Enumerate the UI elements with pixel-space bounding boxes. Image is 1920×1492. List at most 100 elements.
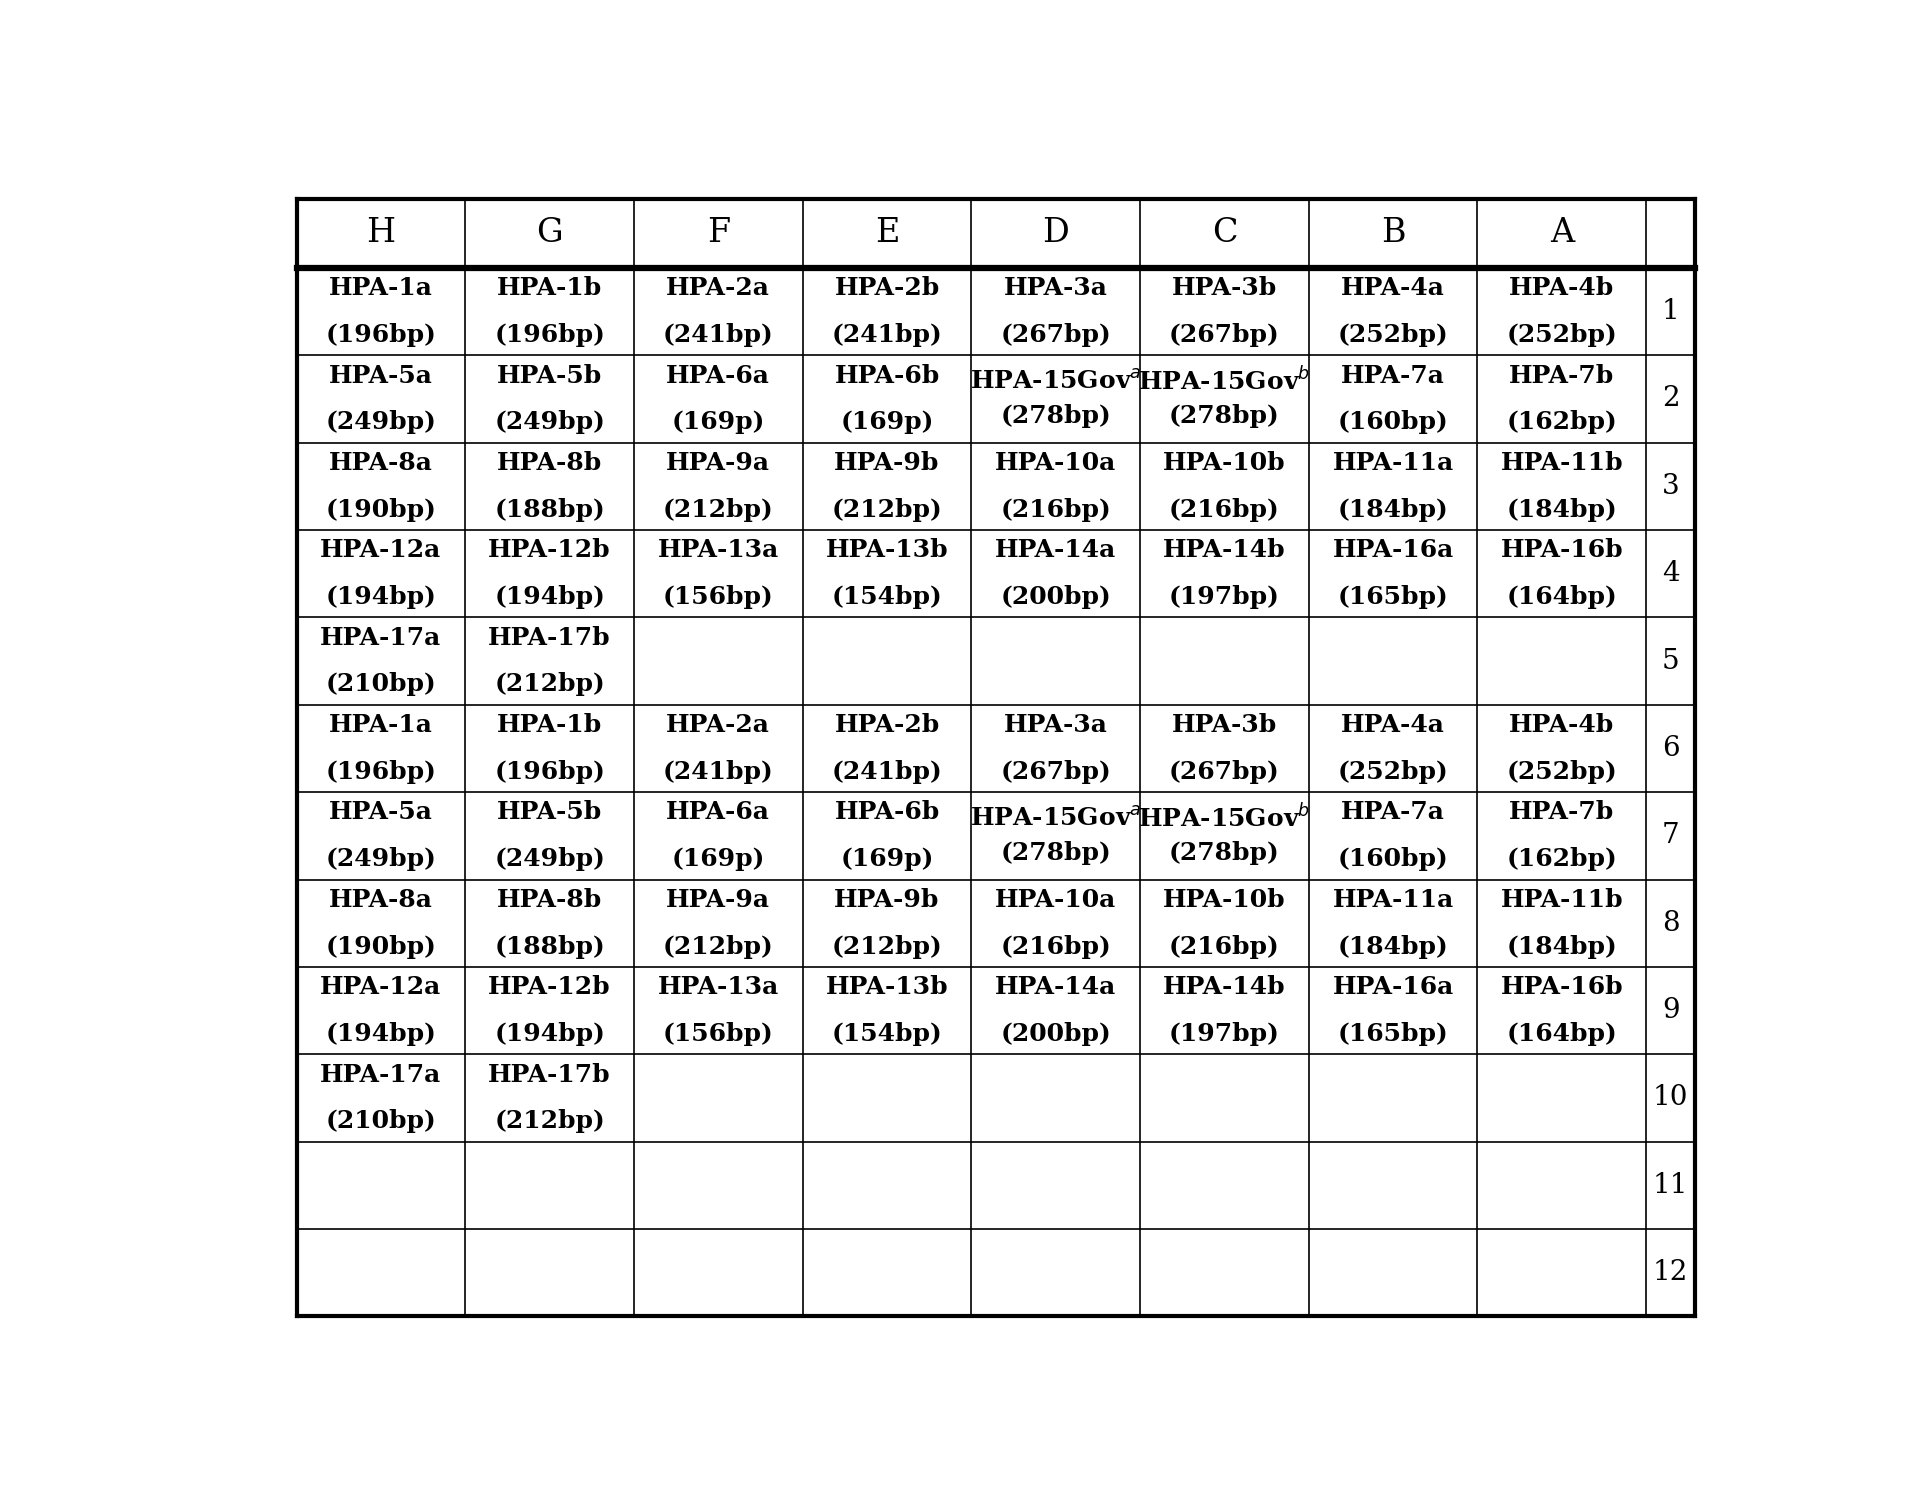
Text: HPA-12a
(194bp): HPA-12a (194bp) — [321, 539, 442, 609]
Text: HPA-9b
(212bp): HPA-9b (212bp) — [831, 888, 943, 958]
Text: HPA-15Gov$^{a}$: HPA-15Gov$^{a}$ — [970, 806, 1140, 831]
Text: HPA-5b
(249bp): HPA-5b (249bp) — [493, 364, 605, 434]
Text: HPA-6b
(169p): HPA-6b (169p) — [835, 364, 939, 434]
Text: HPA-5a
(249bp): HPA-5a (249bp) — [326, 364, 436, 434]
Text: HPA-2b
(241bp): HPA-2b (241bp) — [831, 276, 943, 348]
Text: F: F — [707, 218, 730, 249]
Text: HPA-13a
(156bp): HPA-13a (156bp) — [659, 976, 780, 1046]
Text: HPA-13b
(154bp): HPA-13b (154bp) — [826, 539, 948, 609]
Text: HPA-5a
(249bp): HPA-5a (249bp) — [326, 800, 436, 871]
Bar — [296, 618, 1695, 704]
Text: HPA-3a
(267bp): HPA-3a (267bp) — [1000, 276, 1112, 348]
Text: HPA-16a
(165bp): HPA-16a (165bp) — [1332, 539, 1453, 609]
Text: HPA-1b
(196bp): HPA-1b (196bp) — [493, 276, 605, 348]
Text: HPA-11b
(184bp): HPA-11b (184bp) — [1501, 888, 1622, 958]
Text: (278bp): (278bp) — [1000, 404, 1112, 428]
Text: B: B — [1380, 218, 1405, 249]
Text: HPA-5b
(249bp): HPA-5b (249bp) — [493, 800, 605, 871]
Text: HPA-3b
(267bp): HPA-3b (267bp) — [1169, 713, 1281, 783]
Text: HPA-2a
(241bp): HPA-2a (241bp) — [662, 713, 774, 783]
Text: HPA-14a
(200bp): HPA-14a (200bp) — [995, 539, 1116, 609]
Text: HPA-1b
(196bp): HPA-1b (196bp) — [493, 713, 605, 783]
Text: HPA-1a
(196bp): HPA-1a (196bp) — [326, 713, 436, 783]
Text: HPA-9a
(212bp): HPA-9a (212bp) — [662, 888, 774, 958]
Text: HPA-13b
(154bp): HPA-13b (154bp) — [826, 976, 948, 1046]
Bar — [296, 443, 1695, 530]
Text: HPA-6b
(169p): HPA-6b (169p) — [835, 800, 939, 871]
Text: HPA-7b
(162bp): HPA-7b (162bp) — [1507, 800, 1617, 871]
Text: 4: 4 — [1663, 560, 1680, 588]
Text: HPA-16b
(164bp): HPA-16b (164bp) — [1501, 976, 1622, 1046]
Text: 11: 11 — [1653, 1171, 1688, 1200]
Text: HPA-2b
(241bp): HPA-2b (241bp) — [831, 713, 943, 783]
Text: 5: 5 — [1663, 648, 1680, 674]
Text: HPA-14a
(200bp): HPA-14a (200bp) — [995, 976, 1116, 1046]
Text: HPA-4b
(252bp): HPA-4b (252bp) — [1507, 713, 1617, 783]
Text: HPA-12a
(194bp): HPA-12a (194bp) — [321, 976, 442, 1046]
Bar — [296, 1229, 1695, 1316]
Text: HPA-1a
(196bp): HPA-1a (196bp) — [326, 276, 436, 348]
Text: 10: 10 — [1653, 1085, 1688, 1112]
Text: HPA-3b
(267bp): HPA-3b (267bp) — [1169, 276, 1281, 348]
Text: HPA-2a
(241bp): HPA-2a (241bp) — [662, 276, 774, 348]
Bar — [296, 879, 1695, 967]
Text: 2: 2 — [1663, 385, 1680, 412]
Bar — [296, 704, 1695, 792]
Text: (278bp): (278bp) — [1169, 404, 1281, 428]
Text: HPA-8b
(188bp): HPA-8b (188bp) — [493, 451, 605, 522]
Text: 8: 8 — [1663, 910, 1680, 937]
Text: HPA-7a
(160bp): HPA-7a (160bp) — [1338, 364, 1448, 434]
Text: HPA-17a
(210bp): HPA-17a (210bp) — [321, 625, 442, 697]
Text: HPA-16a
(165bp): HPA-16a (165bp) — [1332, 976, 1453, 1046]
Text: HPA-14b
(197bp): HPA-14b (197bp) — [1164, 539, 1286, 609]
Text: HPA-9a
(212bp): HPA-9a (212bp) — [662, 451, 774, 522]
Bar — [296, 967, 1695, 1055]
Text: HPA-10a
(216bp): HPA-10a (216bp) — [995, 451, 1116, 522]
Text: HPA-12b
(194bp): HPA-12b (194bp) — [488, 976, 611, 1046]
Text: HPA-6a
(169p): HPA-6a (169p) — [666, 800, 770, 871]
Text: 7: 7 — [1663, 822, 1680, 849]
Text: HPA-17b
(212bp): HPA-17b (212bp) — [488, 1062, 611, 1134]
Bar — [296, 269, 1695, 355]
Text: HPA-17a
(210bp): HPA-17a (210bp) — [321, 1062, 442, 1134]
Text: HPA-3a
(267bp): HPA-3a (267bp) — [1000, 713, 1112, 783]
Bar — [296, 1141, 1695, 1229]
Text: 1: 1 — [1663, 298, 1680, 325]
Text: HPA-10b
(216bp): HPA-10b (216bp) — [1164, 888, 1286, 958]
Text: (278bp): (278bp) — [1000, 841, 1112, 865]
Text: HPA-8a
(190bp): HPA-8a (190bp) — [326, 451, 436, 522]
Bar — [296, 792, 1695, 879]
Text: HPA-16b
(164bp): HPA-16b (164bp) — [1501, 539, 1622, 609]
Text: HPA-9b
(212bp): HPA-9b (212bp) — [831, 451, 943, 522]
Text: HPA-4b
(252bp): HPA-4b (252bp) — [1507, 276, 1617, 348]
Text: HPA-7a
(160bp): HPA-7a (160bp) — [1338, 800, 1448, 871]
Text: HPA-8a
(190bp): HPA-8a (190bp) — [326, 888, 436, 958]
Text: HPA-4a
(252bp): HPA-4a (252bp) — [1338, 276, 1448, 348]
Text: A: A — [1549, 218, 1574, 249]
Text: HPA-4a
(252bp): HPA-4a (252bp) — [1338, 713, 1448, 783]
Text: HPA-11b
(184bp): HPA-11b (184bp) — [1501, 451, 1622, 522]
Text: HPA-10a
(216bp): HPA-10a (216bp) — [995, 888, 1116, 958]
Text: HPA-14b
(197bp): HPA-14b (197bp) — [1164, 976, 1286, 1046]
Text: (278bp): (278bp) — [1169, 841, 1281, 865]
Text: HPA-7b
(162bp): HPA-7b (162bp) — [1507, 364, 1617, 434]
Text: HPA-17b
(212bp): HPA-17b (212bp) — [488, 625, 611, 697]
Text: HPA-11a
(184bp): HPA-11a (184bp) — [1332, 451, 1453, 522]
Text: E: E — [876, 218, 899, 249]
Text: HPA-10b
(216bp): HPA-10b (216bp) — [1164, 451, 1286, 522]
Text: HPA-15Gov$^{b}$: HPA-15Gov$^{b}$ — [1139, 804, 1311, 833]
Text: 3: 3 — [1663, 473, 1680, 500]
Text: D: D — [1043, 218, 1069, 249]
Text: 6: 6 — [1663, 736, 1680, 762]
Text: 9: 9 — [1663, 997, 1680, 1024]
Text: HPA-8b
(188bp): HPA-8b (188bp) — [493, 888, 605, 958]
Text: HPA-13a
(156bp): HPA-13a (156bp) — [659, 539, 780, 609]
Text: G: G — [536, 218, 563, 249]
Text: HPA-11a
(184bp): HPA-11a (184bp) — [1332, 888, 1453, 958]
Bar — [296, 355, 1695, 443]
Text: HPA-12b
(194bp): HPA-12b (194bp) — [488, 539, 611, 609]
Bar — [296, 1055, 1695, 1141]
Text: C: C — [1212, 218, 1236, 249]
Text: HPA-15Gov$^{a}$: HPA-15Gov$^{a}$ — [970, 370, 1140, 394]
Bar — [296, 530, 1695, 618]
